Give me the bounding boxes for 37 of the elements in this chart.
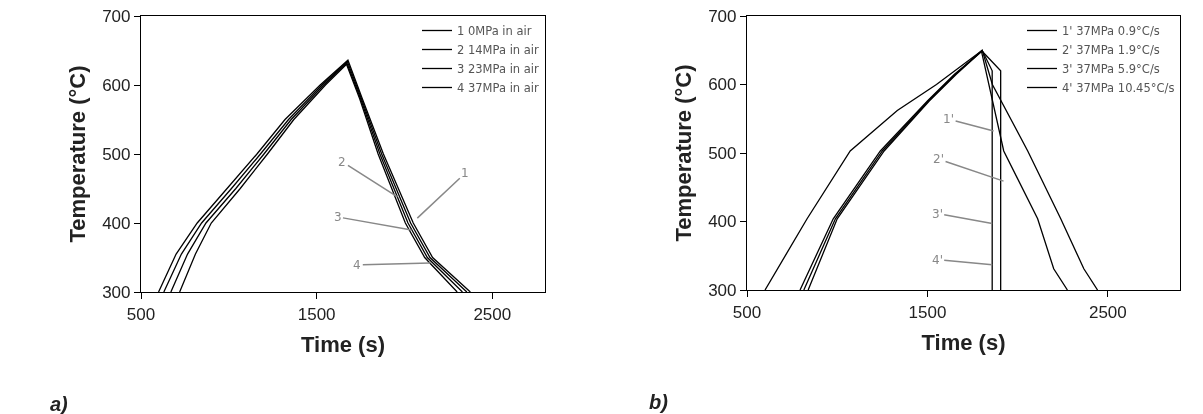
y-tick-label: 300 [102, 282, 131, 302]
legend-label: 1 0MPa in air [457, 23, 532, 38]
y-axis-title: Temperature (°C) [64, 65, 90, 243]
legend-label: 2' 37MPa 1.9°C/s [1062, 42, 1160, 57]
y-tick-label: 500 [708, 143, 737, 163]
text: b) [649, 391, 669, 413]
y-tick-label: 400 [708, 212, 737, 232]
x-tick-label: 1500 [908, 302, 947, 322]
annotation: 4 [353, 258, 361, 272]
x-axis-title: Time (s) [301, 332, 385, 358]
x-tick-label: 500 [126, 304, 156, 324]
annotation: 1 [461, 166, 469, 180]
legend-label: 3' 37MPa 5.9°C/s [1062, 61, 1160, 76]
y-tick-label: 300 [708, 280, 737, 300]
y-axis-title: Temperature (°C) [670, 64, 696, 242]
y-tick-label: 700 [708, 6, 737, 26]
y-tick-label: 600 [708, 75, 737, 95]
legend-label: 4 37MPa in air [457, 80, 540, 95]
y-tick-label: 400 [102, 213, 131, 233]
y-tick-label: 500 [102, 144, 131, 164]
annotation: 2 [338, 155, 346, 169]
annotation: 3 [334, 210, 342, 224]
x-tick-label: 2500 [473, 304, 512, 324]
annotation: 4' [932, 253, 943, 267]
annotation: 3' [932, 207, 943, 221]
legend-label: 1' 37MPa 0.9°C/s [1062, 23, 1160, 38]
y-tick-label: 600 [102, 75, 131, 95]
x-tick-label: 500 [732, 302, 762, 322]
x-tick-label: 1500 [297, 304, 336, 324]
legend-label: 2 14MPa in air [457, 42, 540, 57]
legend-label: 4' 37MPa 10.45°C/s [1062, 80, 1175, 95]
annotation: 2' [933, 152, 944, 166]
x-axis-title: Time (s) [921, 330, 1006, 356]
x-tick-label: 2500 [1088, 302, 1127, 322]
annotation: 1' [943, 112, 954, 126]
y-tick-label: 700 [102, 6, 131, 26]
legend-label: 3 23MPa in air [457, 61, 540, 76]
